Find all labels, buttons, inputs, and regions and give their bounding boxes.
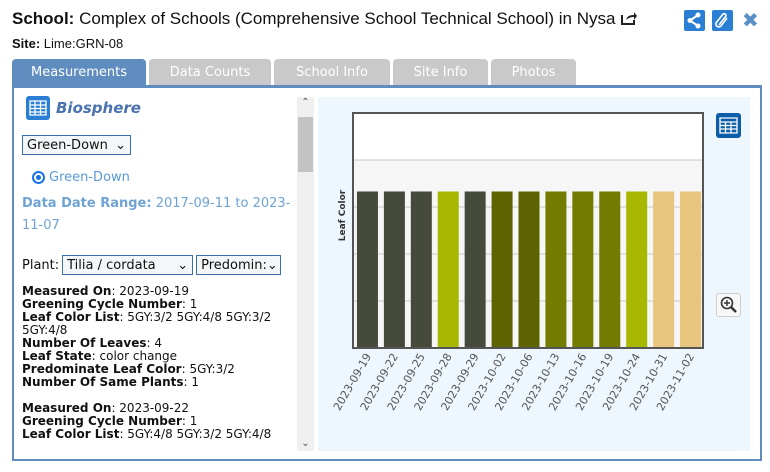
data-table-icon[interactable] xyxy=(716,113,741,138)
page-title: School: Complex of Schools (Comprehensiv… xyxy=(12,9,638,29)
record-field: Leaf Color List: 5GY:3/2 5GY:4/8 5GY:3/2… xyxy=(22,310,272,337)
bar xyxy=(437,191,459,348)
record-field: Leaf State: color change xyxy=(22,349,178,363)
plant-select[interactable]: Tilia / cordata ⌄ xyxy=(62,255,194,275)
bar xyxy=(356,191,378,348)
tab-site-info[interactable]: Site Info xyxy=(393,59,488,85)
bar xyxy=(572,191,594,348)
bar xyxy=(599,191,621,348)
plant-label: Plant: xyxy=(22,257,60,273)
close-icon[interactable]: ✖ xyxy=(742,8,759,32)
section-title: Biosphere xyxy=(56,99,141,117)
scrollbar[interactable]: ⌃ ⌄ xyxy=(297,97,314,451)
bar xyxy=(626,191,648,348)
radio-selected-icon xyxy=(32,171,45,184)
share-button[interactable] xyxy=(684,10,705,31)
leaf-color-chart: 2023-09-192023-09-222023-09-252023-09-28… xyxy=(331,112,704,413)
record-field: Greening Cycle Number: 1 xyxy=(22,414,198,428)
bar xyxy=(464,191,486,348)
zoom-button[interactable] xyxy=(716,293,741,317)
tab-measurements[interactable]: Measurements xyxy=(12,59,146,85)
date-range: Data Date Range: 2017-09-11 to 2023-11-0… xyxy=(22,196,291,233)
tab-data-counts[interactable]: Data Counts xyxy=(149,59,271,85)
chevron-down-icon: ⌄ xyxy=(177,257,189,273)
record-field: Greening Cycle Number: 1 xyxy=(22,297,198,311)
chevron-down-icon: ⌄ xyxy=(266,257,278,273)
tab-bar: Measurements Data Counts School Info Sit… xyxy=(12,59,576,85)
plot-frame xyxy=(352,112,704,349)
tab-school-info[interactable]: School Info xyxy=(274,59,390,85)
record-list: Measured On: 2023-09-19 Greening Cycle Nu… xyxy=(22,285,298,441)
tab-photos[interactable]: Photos xyxy=(491,59,576,85)
bar xyxy=(545,191,567,348)
protocol-select[interactable]: Green-Down ⌄ xyxy=(22,135,131,155)
external-link-icon[interactable] xyxy=(621,11,638,25)
bar xyxy=(680,191,702,348)
chevron-down-icon: ⌄ xyxy=(115,137,126,153)
attribute-select[interactable]: Predomin: ⌄ xyxy=(196,255,282,275)
bar xyxy=(491,191,513,348)
zoom-in-icon xyxy=(720,296,737,313)
scroll-up-icon[interactable]: ⌃ xyxy=(301,97,310,108)
site-line: Site: Lime:GRN-08 xyxy=(12,36,124,51)
share-icon xyxy=(687,12,701,29)
bar xyxy=(383,191,405,348)
radio-green-down[interactable]: Green-Down xyxy=(32,170,298,185)
chart-area: 2023-09-19 2023-09-22 2023-09-25 2023-09-28… xyxy=(318,97,750,451)
measurements-panel: Biosphere Green-Down ⌄ Green-Down Data Da… xyxy=(12,85,762,461)
record-field: Leaf Color List: 5GY:4/8 5GY:3/2 5GY:4/8 xyxy=(22,427,272,441)
link-button[interactable] xyxy=(712,10,733,31)
bar xyxy=(653,191,675,348)
scroll-down-icon[interactable]: ⌄ xyxy=(301,438,310,449)
record-field: Measured On: 2023-09-19 xyxy=(22,284,190,298)
record-field: Number Of Leaves: 4 xyxy=(22,336,162,350)
measurement-record: Measured On: 2023-09-22 Greening Cycle Nu… xyxy=(22,402,298,441)
record-field: Measured On: 2023-09-22 xyxy=(22,401,190,415)
record-field: Number Of Same Plants: 1 xyxy=(22,375,200,389)
y-axis-label: Leaf Color xyxy=(338,189,348,241)
record-field: Predominate Leaf Color: 5GY:3/2 xyxy=(22,362,235,376)
bar xyxy=(518,191,540,348)
measurement-sidebar: Biosphere Green-Down ⌄ Green-Down Data Da… xyxy=(22,96,298,452)
table-icon[interactable] xyxy=(26,96,50,120)
link-icon xyxy=(715,12,728,28)
scroll-thumb[interactable] xyxy=(298,117,313,172)
bar xyxy=(410,191,432,348)
measurement-record: Measured On: 2023-09-19 Greening Cycle Nu… xyxy=(22,285,298,389)
